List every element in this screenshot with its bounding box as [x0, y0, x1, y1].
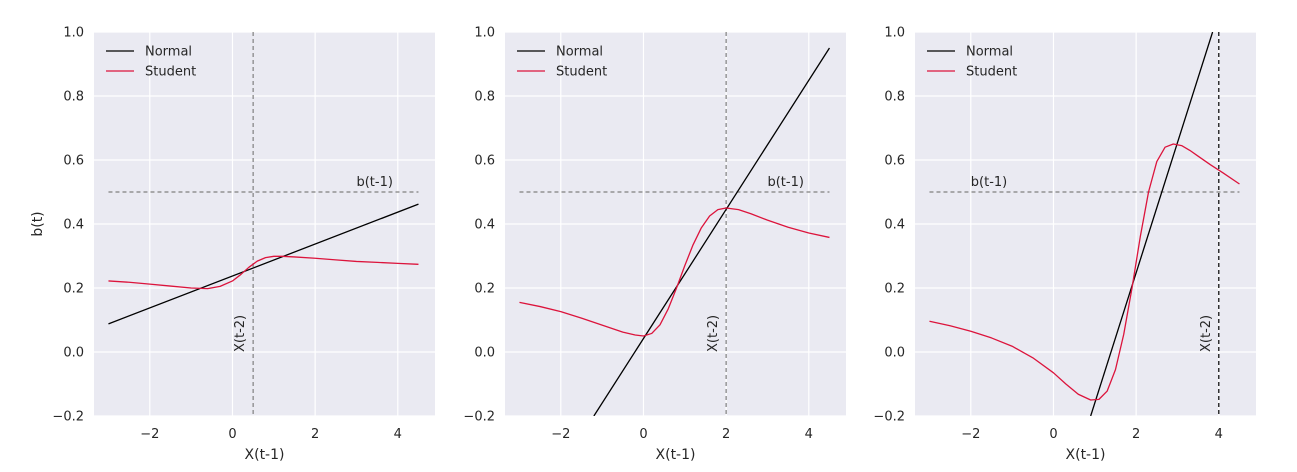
y-tick-label: 0.4	[884, 218, 905, 233]
x-tick-label: −2	[140, 427, 159, 442]
plot-content	[519, 32, 831, 416]
y-tick-label: 0.6	[474, 154, 495, 169]
y-tick-label: −0.2	[52, 410, 84, 425]
legend-label: Normal	[556, 45, 603, 60]
y-tick-label: 0.6	[884, 154, 905, 169]
y-axis-label: b(t)	[30, 211, 46, 236]
y-tick-label: −0.2	[463, 410, 495, 425]
x-tick-label: 4	[805, 427, 813, 442]
series-line-normal	[108, 203, 419, 325]
hline-annotation: b(t-1)	[356, 175, 392, 190]
legend: Normal Student	[106, 45, 196, 80]
x-axis-label: X(t-1)	[245, 447, 285, 463]
legend-label: Student	[966, 65, 1017, 80]
series-line-normal	[593, 47, 831, 416]
x-tick-label: 4	[394, 427, 402, 442]
x-tick-label: 4	[1215, 427, 1223, 442]
legend: Normal Student	[517, 45, 607, 80]
panel-3: −2 0 2 4 −0.2 0.0 0.2 0.4 0.6 0.8 1.0 X(t-1) b(t-1) X…	[873, 26, 1256, 463]
legend: Normal Student	[927, 45, 1017, 80]
y-tick-label: 1.0	[474, 26, 495, 41]
y-tick-label: 0.0	[884, 346, 905, 361]
y-tick-label: 0.2	[884, 282, 905, 297]
panel-2: −2 0 2 4 −0.2 0.0 0.2 0.4 0.6 0.8 1.0 X(t-1) b(t-1) X…	[463, 26, 846, 463]
y-tick-label: 0.8	[884, 90, 905, 105]
series-line-normal	[1090, 32, 1214, 416]
y-tick-label: 0.2	[474, 282, 495, 297]
y-tick-label: 0.4	[474, 218, 495, 233]
hline-annotation: b(t-1)	[767, 175, 803, 190]
x-tick-label: 2	[722, 427, 730, 442]
y-tick-label: 0.6	[63, 154, 84, 169]
series-line-student	[929, 143, 1240, 401]
vline-annotation: X(t-2)	[233, 315, 248, 352]
y-tick-label: 0.4	[63, 218, 84, 233]
x-tick-label: −2	[551, 427, 570, 442]
x-tick-label: −2	[961, 427, 980, 442]
x-tick-label: 0	[228, 427, 236, 442]
legend-label: Normal	[145, 45, 192, 60]
hline-annotation: b(t-1)	[971, 175, 1007, 190]
legend-label: Student	[145, 65, 196, 80]
y-tick-label: −0.2	[873, 410, 905, 425]
plot-content	[108, 32, 419, 416]
series-line-student	[108, 255, 419, 290]
series-line-student	[519, 207, 830, 337]
y-tick-label: 1.0	[63, 26, 84, 41]
y-tick-label: 0.8	[474, 90, 495, 105]
y-tick-label: 0.2	[63, 282, 84, 297]
y-tick-label: 0.0	[474, 346, 495, 361]
x-tick-label: 0	[639, 427, 647, 442]
x-axis-label: X(t-1)	[1066, 447, 1106, 463]
vline-annotation: X(t-2)	[706, 315, 721, 352]
panel-1: −2 0 2 4 −0.2 0.0 0.2 0.4 0.6 0.8 1.0 X(t-1) b(t) b(t…	[30, 26, 435, 463]
legend-label: Normal	[966, 45, 1013, 60]
x-tick-label: 2	[1132, 427, 1140, 442]
x-axis-label: X(t-1)	[656, 447, 696, 463]
x-tick-label: 0	[1049, 427, 1057, 442]
legend-label: Student	[556, 65, 607, 80]
x-tick-label: 2	[311, 427, 319, 442]
plot-content	[929, 32, 1240, 416]
vline-annotation: X(t-2)	[1199, 315, 1214, 352]
y-tick-label: 0.8	[63, 90, 84, 105]
y-tick-label: 0.0	[63, 346, 84, 361]
y-tick-label: 1.0	[884, 26, 905, 41]
